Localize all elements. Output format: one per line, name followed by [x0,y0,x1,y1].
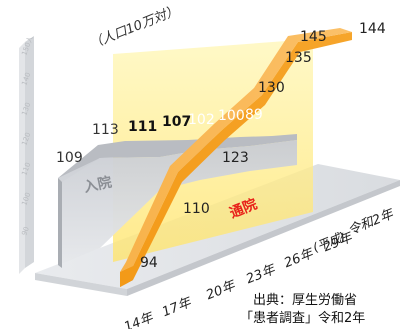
inpatient-data-label: 107 [162,114,191,130]
inpatient-data-label: 111 [128,119,157,135]
inpatient-ribbon-front [58,140,297,265]
outpatient-data-label: 144 [359,21,386,37]
outpatient-data-label: 123 [222,150,249,166]
source-line-2: 「患者調査」令和2年 [240,311,365,326]
inpatient-data-label: 100 [218,108,245,124]
floor-front [127,180,400,296]
inpatient-ribbon-top [58,134,297,182]
inpatient-data-label: 113 [92,122,119,138]
x-tick-label: 26年 [282,246,317,272]
series-label-inpatient: 入院 [82,173,113,195]
source-line-1: 出典：厚生労働省 [253,293,357,308]
x-tick-label: 14年 [122,310,157,329]
x-tick-label: 17年 [160,295,195,321]
inpatient-data-label: 109 [56,150,83,166]
outpatient-data-label: 130 [258,80,285,96]
x-tick-label: 令和2年 [346,206,397,238]
x-tick-label: 23年 [244,262,279,288]
outpatient-data-label: 110 [183,201,210,217]
floor-left [35,273,127,296]
inpatient-data-label: 89 [245,107,263,123]
inpatient-ribbon-side [58,178,62,268]
outpatient-data-label: 94 [140,255,158,271]
outpatient-data-label: 135 [285,50,312,66]
outpatient-data-label: 145 [300,29,327,45]
x-tick-label: 20年 [204,278,239,304]
inpatient-data-label: 102 [188,112,215,128]
unit-label: （人口10万対） [87,2,181,52]
scale-pole-side [25,36,34,268]
y-tick-label: 90 [20,226,31,237]
scale-pole-front [19,42,25,274]
